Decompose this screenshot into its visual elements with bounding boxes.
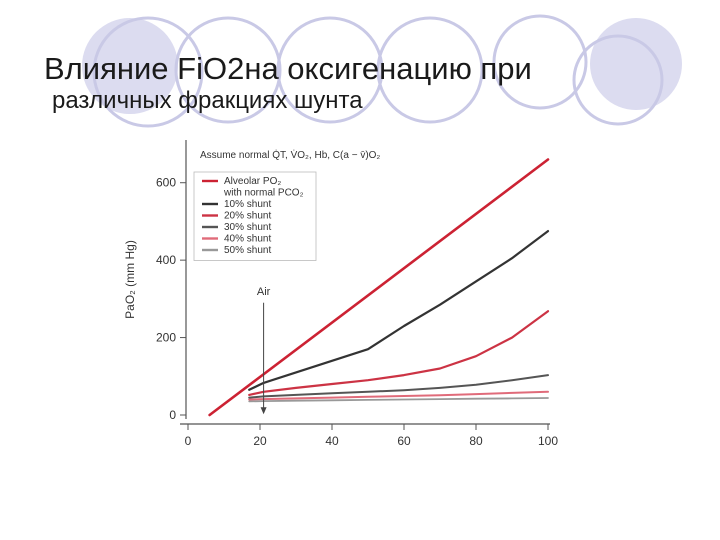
decorative-rings xyxy=(82,14,682,128)
x-tick-label: 80 xyxy=(469,434,483,448)
air-arrowhead xyxy=(260,407,267,415)
tick-layer: 0 200 400 600 0 20 40 60 80 100 xyxy=(156,176,558,448)
y-tick-label: 200 xyxy=(156,331,176,345)
air-annotation-label: Air xyxy=(257,286,271,298)
deco-ring xyxy=(572,34,664,126)
x-tick-label: 0 xyxy=(185,434,192,448)
legend-label-0-line2: with normal PCO₂ xyxy=(223,188,304,199)
series-line-0 xyxy=(208,158,550,417)
legend-label-0: Alveolar PO₂ xyxy=(224,176,281,187)
series-line-4 xyxy=(248,390,549,401)
legend-label-2: 20% shunt xyxy=(224,211,271,222)
annotation-layer: Air xyxy=(257,286,271,415)
series-layer xyxy=(208,158,550,417)
x-tick-label: 20 xyxy=(253,434,267,448)
deco-ring xyxy=(174,16,282,124)
series-line-1 xyxy=(248,229,550,391)
y-tick-label: 0 xyxy=(169,408,176,422)
x-tick-label: 100 xyxy=(538,434,558,448)
x-tick-label: 40 xyxy=(325,434,339,448)
legend-label-3: 30% shunt xyxy=(224,222,271,233)
deco-ring xyxy=(276,16,384,124)
title-line-1: Влияние FiO2на оксигенацию при xyxy=(44,51,532,86)
chart-assumption-note: Assume normal Q̇T, V̇O₂, Hb, C(a − v̄)O₂ xyxy=(200,148,380,161)
x-tick-label: 60 xyxy=(397,434,411,448)
y-tick-label: 600 xyxy=(156,176,176,190)
deco-disc xyxy=(82,18,178,114)
deco-ring xyxy=(92,16,204,128)
deco-disc xyxy=(590,18,682,110)
deco-ring xyxy=(492,14,588,110)
pao2-fio2-chart: 0 200 400 600 0 20 40 60 80 100 PaO₂ (mm Hg) Assu… xyxy=(123,140,558,448)
y-tick-label: 400 xyxy=(156,253,176,267)
legend-label-1: 10% shunt xyxy=(224,199,271,210)
series-line-5 xyxy=(248,397,549,403)
series-line-2 xyxy=(248,310,550,396)
y-axis-label: PaO₂ (mm Hg) xyxy=(123,240,137,319)
legend-label-4: 40% shunt xyxy=(224,234,271,245)
slide-title: Влияние FiO2на оксигенацию при различных… xyxy=(44,50,532,114)
series-line-3 xyxy=(248,374,549,399)
legend-label-5: 50% shunt xyxy=(224,245,271,256)
deco-ring xyxy=(376,16,484,124)
title-line-2: различных фракциях шунта xyxy=(52,87,363,114)
